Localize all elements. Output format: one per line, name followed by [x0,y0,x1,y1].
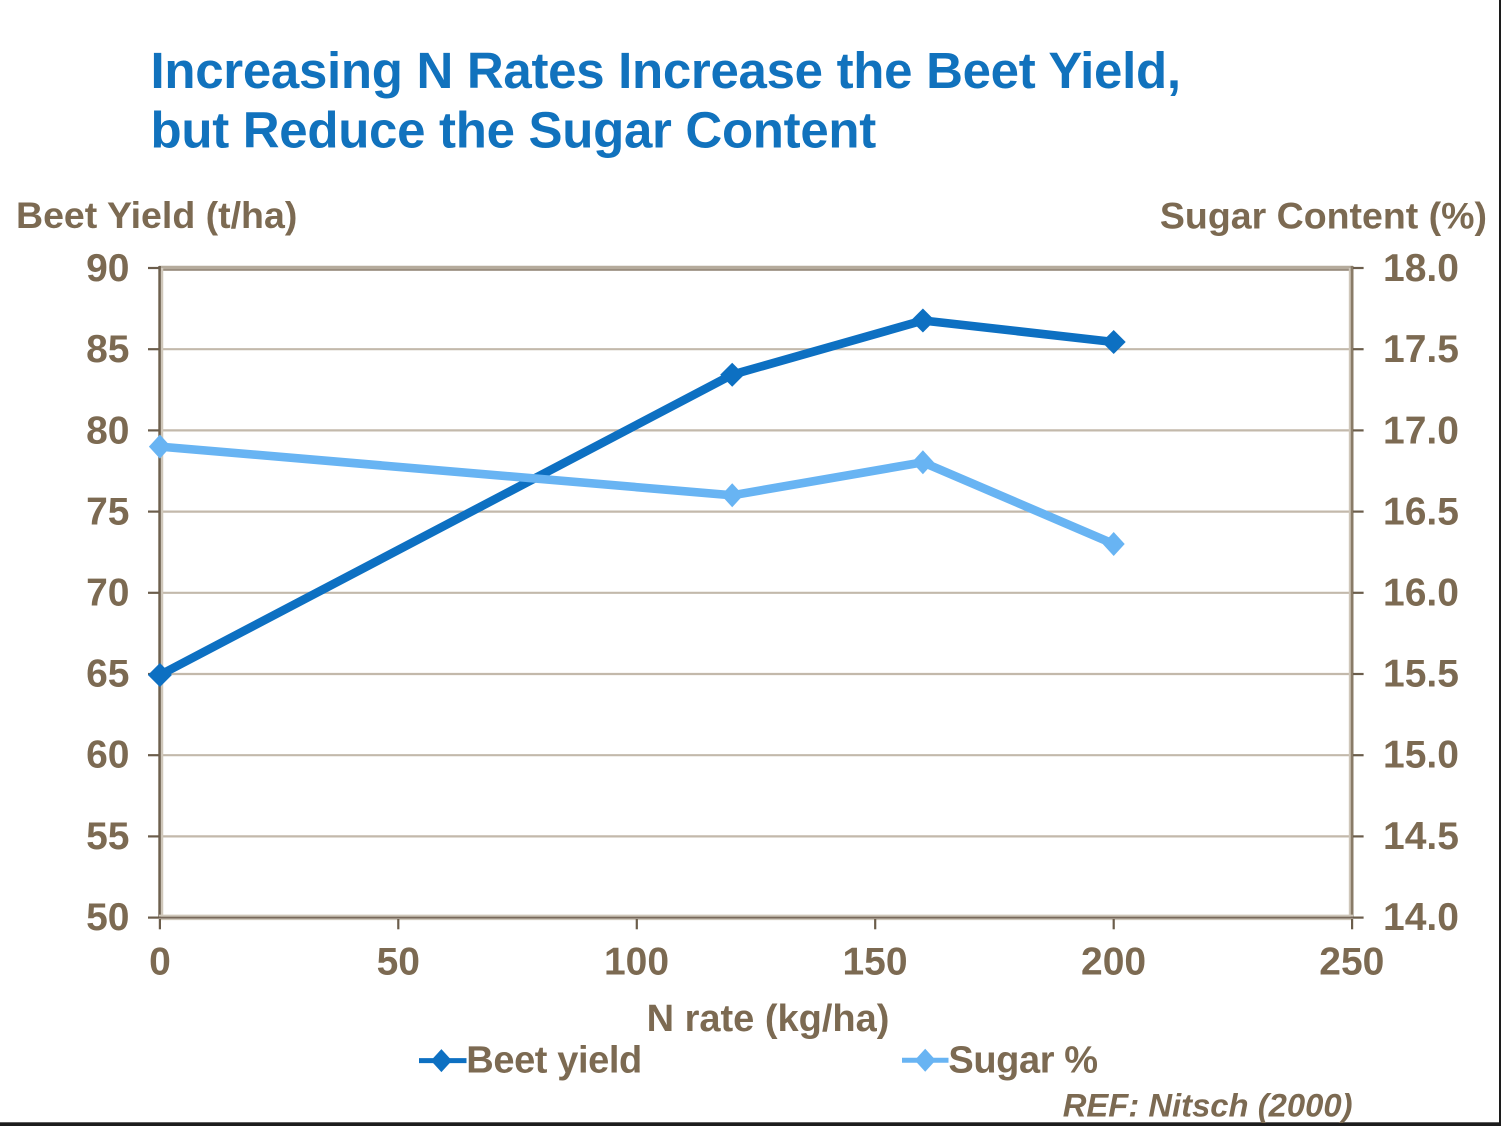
svg-text:Beet Yield (t/ha): Beet Yield (t/ha) [16,194,297,236]
svg-text:15.0: 15.0 [1383,734,1459,777]
svg-text:55: 55 [86,815,129,858]
svg-text:REF: Nitsch (2000): REF: Nitsch (2000) [1063,1087,1353,1124]
svg-text:18.0: 18.0 [1383,247,1459,290]
svg-text:50: 50 [86,896,129,939]
svg-text:but Reduce the Sugar Content: but Reduce the Sugar Content [151,102,877,159]
svg-text:16.5: 16.5 [1383,490,1459,533]
svg-text:60: 60 [86,734,129,777]
svg-text:15.5: 15.5 [1383,653,1459,696]
svg-text:17.5: 17.5 [1383,328,1459,371]
svg-text:Sugar %: Sugar % [948,1039,1097,1081]
svg-text:0: 0 [149,941,171,984]
svg-text:Sugar Content (%): Sugar Content (%) [1160,195,1487,237]
svg-text:85: 85 [86,328,129,371]
svg-text:17.0: 17.0 [1383,409,1459,452]
svg-text:80: 80 [86,409,129,452]
svg-text:Increasing N Rates Increase th: Increasing N Rates Increase the Beet Yie… [151,42,1181,99]
svg-text:16.0: 16.0 [1383,572,1459,615]
svg-text:150: 150 [842,941,907,984]
svg-text:N rate (kg/ha): N rate (kg/ha) [647,998,890,1040]
svg-text:14.5: 14.5 [1383,815,1459,858]
svg-text:90: 90 [86,247,129,290]
svg-text:75: 75 [86,490,129,533]
svg-text:Beet yield: Beet yield [466,1039,642,1081]
svg-text:250: 250 [1319,941,1384,984]
svg-text:100: 100 [604,941,669,984]
svg-text:70: 70 [86,572,129,615]
svg-text:50: 50 [377,941,420,984]
svg-text:14.0: 14.0 [1383,896,1459,939]
svg-text:65: 65 [86,653,129,696]
svg-text:200: 200 [1081,941,1146,984]
